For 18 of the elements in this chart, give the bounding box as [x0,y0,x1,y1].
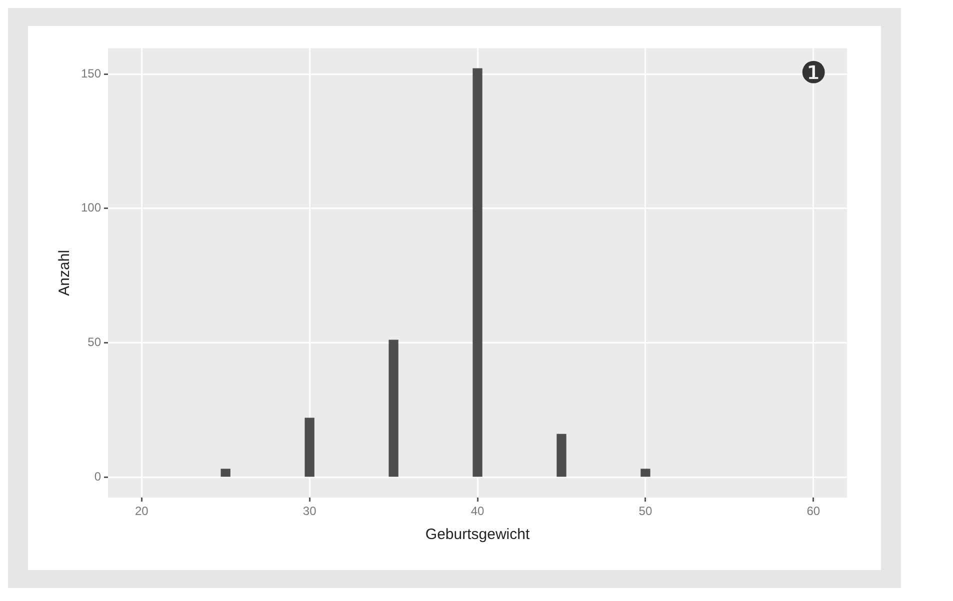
bar [472,68,482,477]
bar [388,340,398,477]
x-tick-label: 20 [134,504,149,518]
y-tick-label: 150 [80,66,102,80]
y-axis-title: Anzahl [56,250,74,296]
y-tick-label: 100 [80,200,102,215]
annotation: ❶ [800,56,827,91]
x-tick-label: 50 [638,504,652,518]
y-tick-label: 0 [94,469,102,484]
bar [640,468,650,477]
y-tick-label: 50 [88,335,102,350]
x-tick-label: 30 [302,504,317,518]
x-axis-title: Geburtsgewicht [425,526,530,544]
bar [220,468,230,477]
bar [304,418,314,477]
x-tick-label: 40 [470,504,485,518]
x-tick-label: 60 [806,504,820,518]
bar [556,434,566,477]
